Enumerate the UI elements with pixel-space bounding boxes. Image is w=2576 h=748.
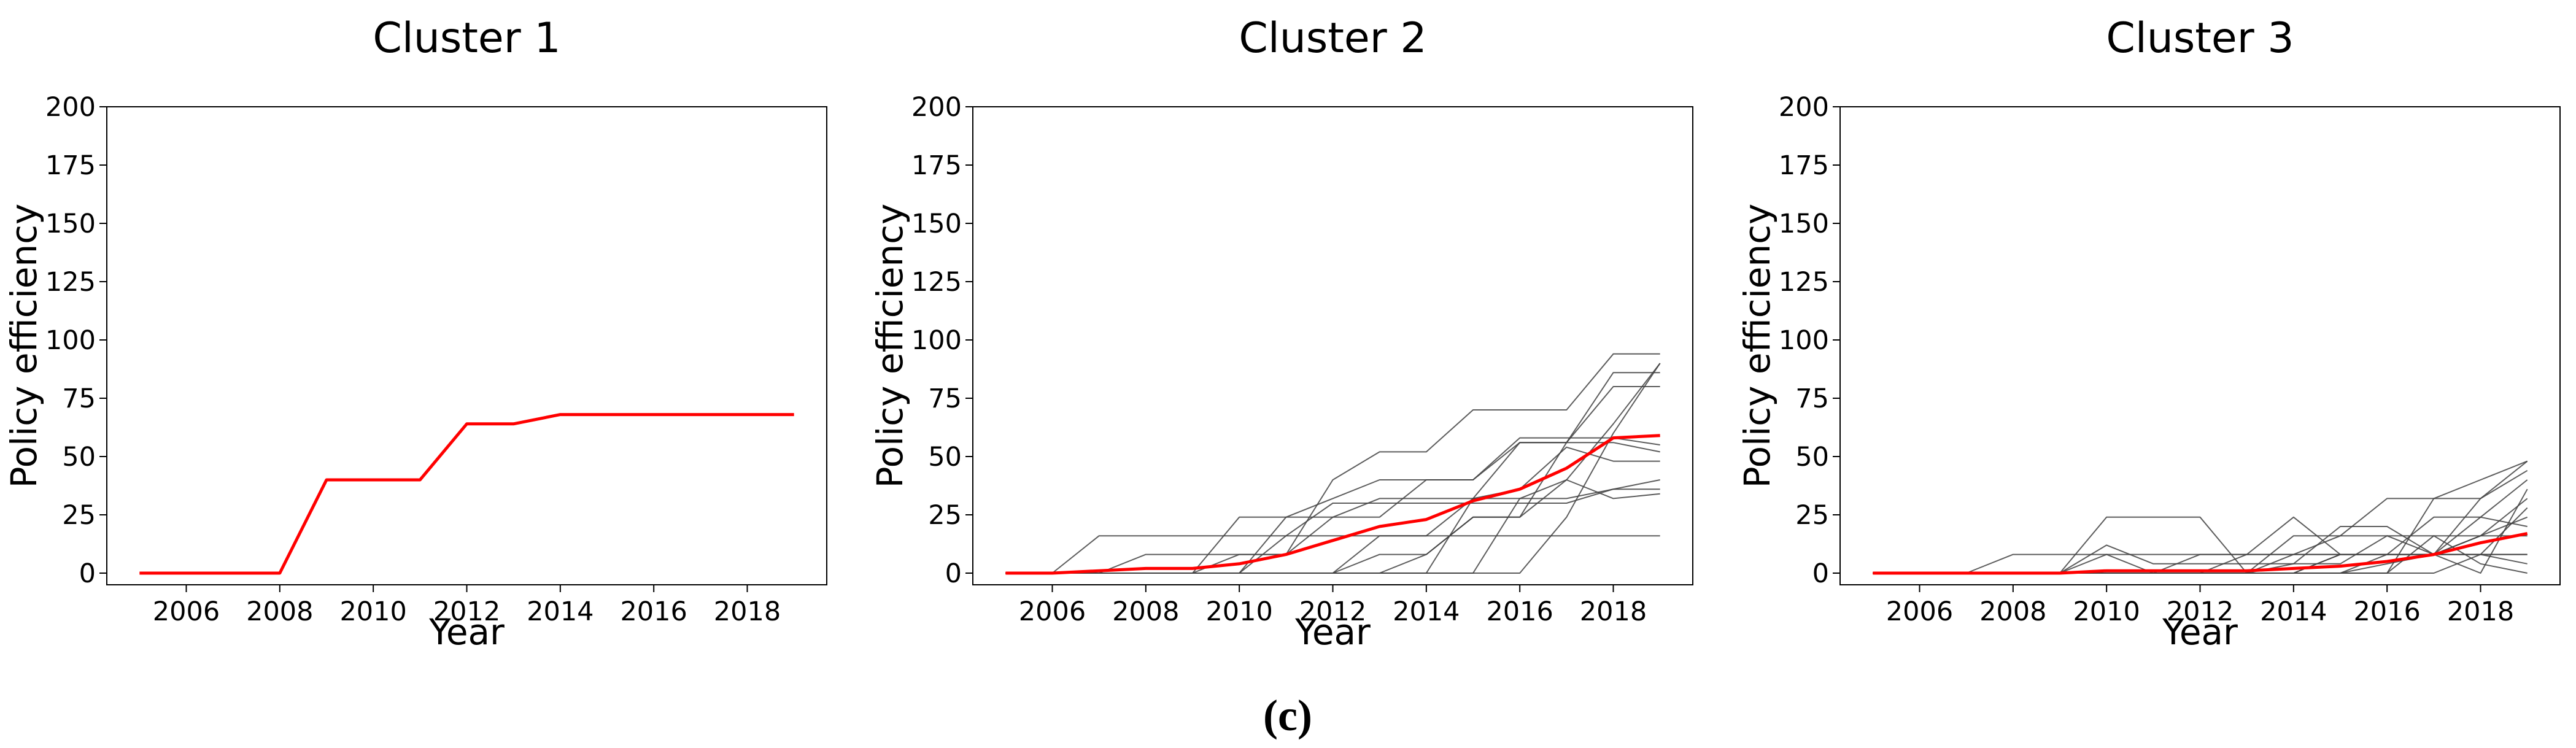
x-tick-label: 2016 [620,596,687,627]
x-tick-label: 2012 [433,596,500,627]
x-tick-label: 2014 [2260,596,2327,627]
series-line [1873,516,2528,574]
y-tick-label: 75 [62,384,96,414]
x-tick-label: 2008 [246,596,313,627]
y-tick-label: 0 [1812,558,1829,589]
y-tick-label: 50 [928,442,962,472]
caption: (c) [1263,691,1312,740]
x-tick-label: 2010 [2073,596,2140,627]
y-tick-label: 0 [79,558,96,589]
plot-frame [106,106,827,585]
chart-title: Cluster 1 [373,14,560,63]
chart-panel: Cluster 1 Year Policy efficiency 0 25 50 75 100… [3,14,827,653]
y-tick-label: 175 [45,150,96,181]
x-tick-label: 2006 [1886,596,1953,627]
chart-title: Cluster 2 [1239,14,1426,63]
series-line [1873,488,2528,574]
x-tick-label: 2012 [2167,596,2234,627]
x-tick-label: 2010 [1205,596,1272,627]
y-axis-label: Policy efficiency [1736,204,1778,488]
x-tick-label: 2006 [1019,596,1086,627]
y-tick-label: 125 [1779,267,1829,298]
y-tick-label: 25 [62,500,96,531]
x-tick-label: 2006 [153,596,220,627]
x-tick-label: 2018 [714,596,781,627]
series-line [1873,516,2528,574]
series-line [1005,434,1660,575]
y-axis-label: Policy efficiency [869,204,911,488]
y-tick-label: 200 [45,92,96,123]
x-tick-label: 2016 [1486,596,1553,627]
series-line [1005,442,1660,574]
y-tick-label: 175 [1779,150,1829,181]
series-line [1873,531,2528,575]
x-tick-label: 2014 [1393,596,1460,627]
y-tick-label: 75 [1795,384,1829,414]
series-line [1005,488,1660,574]
y-tick-label: 100 [911,325,962,356]
y-tick-label: 50 [62,442,96,472]
x-axis-label: Year [2162,611,2238,653]
plot-frame [1839,106,2561,585]
plot-frame [972,106,1693,585]
chart-panel: Cluster 2 Year Policy efficiency 0 25 50 75 100… [869,14,1693,653]
x-axis-label: Year [1294,611,1371,653]
x-tick-label: 2008 [1112,596,1179,627]
x-tick-label: 2018 [2447,596,2514,627]
chart-panel: Cluster 3 Year Policy efficiency 0 25 50 75 100… [1736,14,2561,653]
series-line [1005,372,1660,574]
y-tick-label: 150 [911,209,962,239]
y-axis-label: Policy efficiency [3,204,45,488]
y-tick-label: 200 [911,92,962,123]
series-line [1005,437,1660,574]
y-tick-label: 175 [911,150,962,181]
y-tick-label: 150 [45,209,96,239]
series-line [1873,516,2528,574]
x-tick-label: 2008 [1979,596,2046,627]
series-line [1005,446,1660,574]
y-tick-label: 125 [911,267,962,298]
y-tick-label: 25 [928,500,962,531]
series-line [1005,479,1660,574]
y-tick-label: 50 [1795,442,1829,472]
y-tick-label: 200 [1779,92,1829,123]
x-tick-label: 2014 [527,596,594,627]
y-tick-label: 75 [928,384,962,414]
series-line [1873,469,2528,574]
y-tick-label: 125 [45,267,96,298]
x-tick-label: 2018 [1580,596,1647,627]
y-tick-label: 25 [1795,500,1829,531]
series-line [1005,479,1660,574]
y-tick-label: 100 [1779,325,1829,356]
x-tick-label: 2016 [2353,596,2420,627]
x-tick-label: 2012 [1299,596,1366,627]
y-tick-label: 0 [945,558,962,589]
y-tick-label: 150 [1779,209,1829,239]
x-tick-label: 2010 [339,596,406,627]
series-line [1873,479,2528,574]
y-tick-label: 100 [45,325,96,356]
x-axis-label: Year [428,611,505,653]
series-line [139,413,794,575]
chart-title: Cluster 3 [2106,14,2294,63]
